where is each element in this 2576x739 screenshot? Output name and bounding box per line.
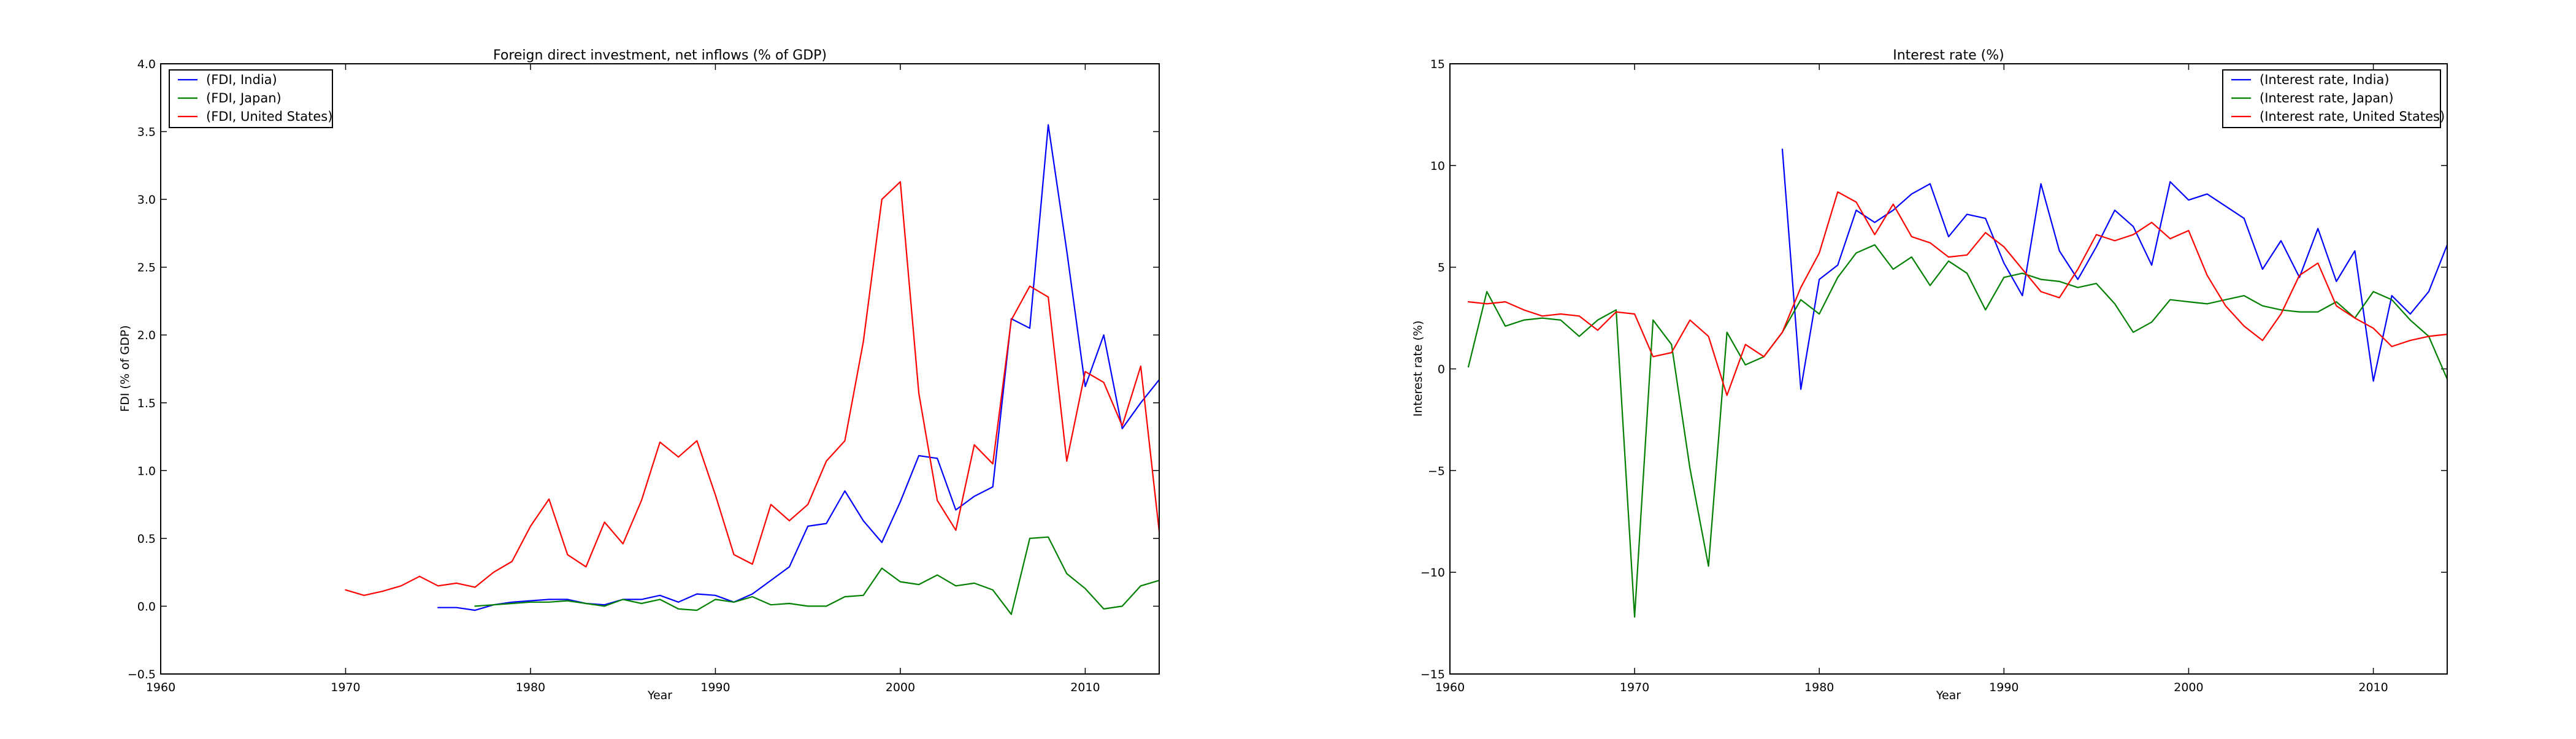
fdi-legend: (FDI, India) (FDI, Japan) (FDI, United S… [169,69,333,128]
fdi-x-tick-label: 1970 [331,681,360,694]
interest-axis-ticks: 1960 1970 1980 1990 2000 2010 −15 −10 −5 0 5 10 15 [1420,58,2447,694]
fdi-x-axis-title: Year [647,689,672,702]
fdi-y-tick-label: 3.0 [137,193,156,207]
interest-series-line-united-states [1468,191,2448,396]
fdi-y-tick-label: 0.5 [137,532,156,546]
interest-x-tick-label: 1970 [1620,681,1649,694]
interest-legend-label-united-states: (Interest rate, United States) [2260,109,2445,124]
fdi-legend-label-india: (FDI, India) [206,72,277,87]
fdi-x-tick-label: 1990 [700,681,730,694]
interest-y-tick-label: 10 [1430,159,1445,173]
fdi-y-tick-label: 2.0 [137,329,156,342]
interest-series-line-japan [1468,244,2448,618]
fdi-y-tick-label: −0.5 [128,668,156,681]
interest-y-axis-title: Interest rate (%) [1411,321,1425,417]
fdi-panel: Foreign direct investment, net inflows (… [118,48,1160,702]
fdi-y-tick-label: 2.5 [137,261,156,275]
interest-x-tick-label: 2000 [2174,681,2203,694]
fdi-y-tick-label: 3.5 [137,126,156,139]
fdi-series-line-india [437,124,1160,611]
interest-y-tick-label: −5 [1428,464,1445,478]
interest-legend-label-japan: (Interest rate, Japan) [2260,91,2394,105]
fdi-y-tick-label: 4.0 [137,58,156,71]
fdi-series-line-united-states [345,181,1160,596]
interest-y-tick-label: 15 [1430,58,1445,71]
interest-x-tick-label: 1990 [1989,681,2018,694]
interest-y-tick-label: −10 [1420,566,1445,580]
fdi-y-axis-title: FDI (% of GDP) [118,325,132,412]
interest-y-tick-label: −15 [1420,668,1445,681]
interest-series-lines [1468,148,2448,618]
interest-x-tick-label: 2010 [2358,681,2388,694]
interest-x-axis-title: Year [1936,689,1961,702]
fdi-x-tick-label: 2000 [886,681,915,694]
fdi-x-tick-label: 1960 [146,681,175,694]
interest-series-line-india [1781,148,2448,390]
fdi-plot-frame [160,63,1160,675]
interest-chart-title: Interest rate (%) [1893,48,2004,63]
interest-legend-box [2222,69,2441,128]
fdi-x-tick-label: 1980 [516,681,545,694]
fdi-series-line-japan [474,536,1160,615]
fdi-y-tick-label: 1.5 [137,397,156,410]
interest-legend: (Interest rate, India) (Interest rate, J… [2222,69,2445,128]
interest-x-tick-label: 1980 [1804,681,1834,694]
fdi-y-tick-label: 1.0 [137,464,156,478]
interest-x-tick-label: 1960 [1435,681,1465,694]
fdi-x-tick-label: 2010 [1070,681,1100,694]
interest-plot-frame [1449,63,2448,675]
fdi-axis-ticks: 1960 1970 1980 1990 2000 2010 −0.5 0.0 0.5 1.0 1.5… [128,58,1159,694]
fdi-legend-label-japan: (FDI, Japan) [206,91,282,105]
interest-y-tick-label: 5 [1438,261,1445,275]
interest-y-tick-label: 0 [1438,363,1445,377]
fdi-series-lines [345,124,1160,615]
fdi-y-tick-label: 0.0 [137,600,156,613]
interest-legend-label-india: (Interest rate, India) [2260,72,2390,87]
fdi-chart-title: Foreign direct investment, net inflows (… [493,48,827,63]
interest-rate-panel: Interest rate (%) Year Interest rate (%)… [1411,48,2448,702]
fdi-legend-label-united-states: (FDI, United States) [206,109,332,124]
